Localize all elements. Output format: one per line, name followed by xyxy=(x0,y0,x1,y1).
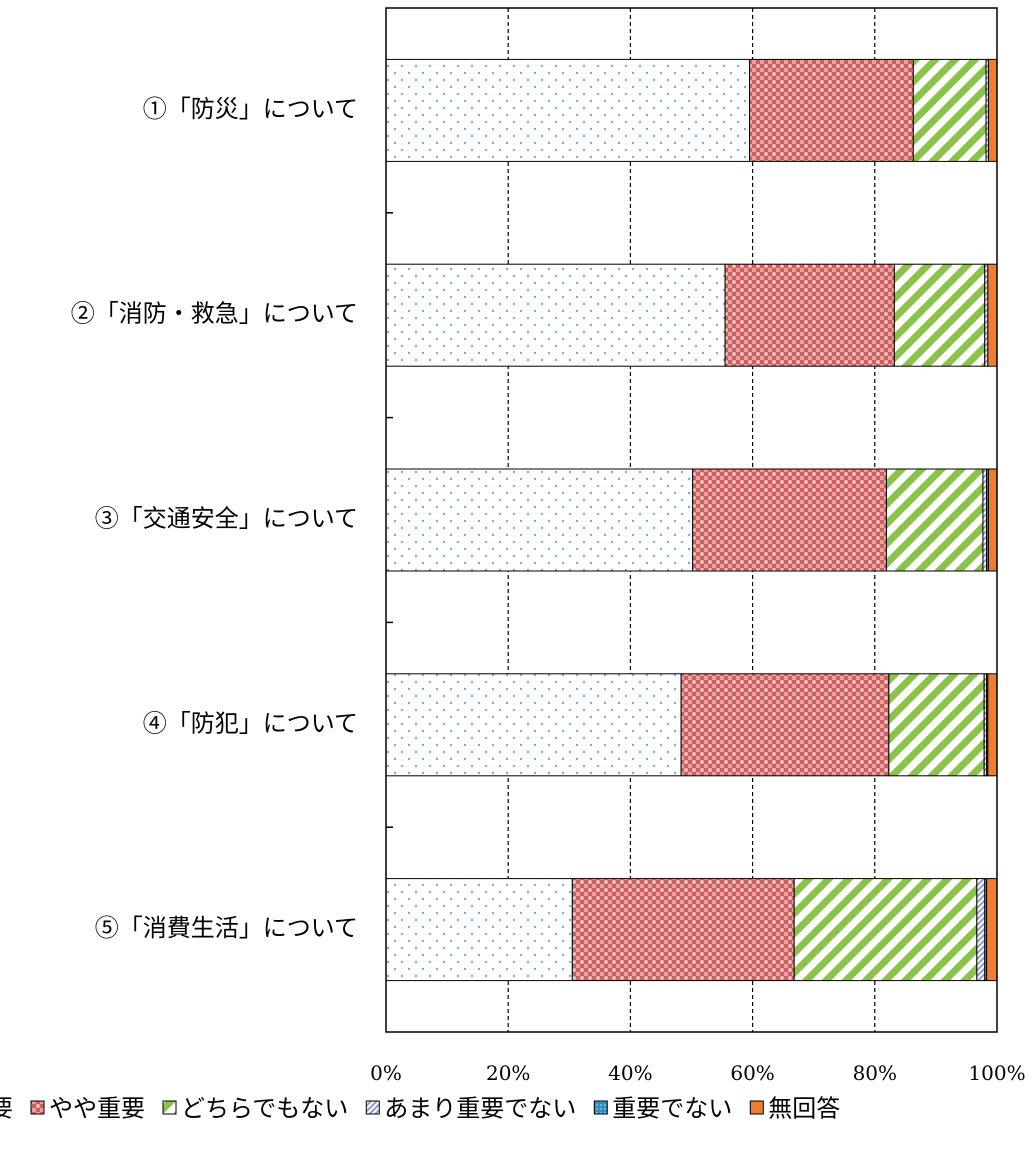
bar-segment xyxy=(987,673,998,777)
category-label: ②「消防・救急」について xyxy=(71,300,358,328)
legend-label: 重要 xyxy=(0,1095,13,1123)
legend-swatch xyxy=(749,1100,764,1115)
bar-segment xyxy=(986,878,998,982)
bar-segment xyxy=(885,468,984,572)
category-label: ①「防災」について xyxy=(143,95,358,123)
bar-segment xyxy=(385,673,682,777)
bar-segment xyxy=(571,878,795,982)
category-label: ⑤「消費生活」について xyxy=(95,914,358,942)
bar-segment xyxy=(987,263,998,367)
legend-label: あまり重要でない xyxy=(384,1095,576,1123)
legend-label: どちらでもない xyxy=(181,1095,348,1123)
x-tick-label: 100% xyxy=(968,1061,1025,1085)
bar-segment xyxy=(385,263,726,367)
category-label: ③「交通安全」について xyxy=(95,505,358,533)
category-label: ④「防犯」について xyxy=(143,709,358,737)
bar-segment xyxy=(724,263,895,367)
category-labels: ①「防災」について ②「消防・救急」について ③「交通安全」について ④「防犯」につい… xyxy=(71,95,358,942)
x-tick-label: 60% xyxy=(730,1061,774,1085)
legend-label: 無回答 xyxy=(768,1095,840,1123)
legend-label: 重要でない xyxy=(612,1095,732,1123)
legend-label: やや重要 xyxy=(49,1095,145,1123)
legend-swatch xyxy=(162,1100,177,1115)
bar-segment xyxy=(793,878,978,982)
bar-segment xyxy=(692,468,887,572)
x-tick-label: 80% xyxy=(853,1061,897,1085)
bar-segment xyxy=(749,58,914,162)
bar-segment xyxy=(385,468,694,572)
bar-segment xyxy=(982,468,988,572)
bar-segment xyxy=(385,58,751,162)
bars-layer xyxy=(385,58,998,982)
x-tick-label: 20% xyxy=(486,1061,530,1085)
axes-layer xyxy=(385,7,998,1033)
x-tick-labels: 0% 20% 40% 60% 80% 100% xyxy=(370,1061,1025,1085)
x-tick-label: 0% xyxy=(370,1061,402,1085)
legend-swatch xyxy=(30,1100,45,1115)
bar-segment xyxy=(888,673,985,777)
bar-segment xyxy=(680,673,890,777)
bar-segment xyxy=(987,468,998,572)
bar-segment xyxy=(976,878,986,982)
bar-segment xyxy=(987,58,998,162)
plot-frame xyxy=(385,7,998,1033)
x-tick-label: 40% xyxy=(608,1061,652,1085)
bar-segment xyxy=(385,878,573,982)
bar-segment xyxy=(912,58,987,162)
legend-swatch xyxy=(365,1100,380,1115)
legend-swatch xyxy=(593,1100,608,1115)
legend: 重要 やや重要 どちらでもない あまり重要でない 重要でない 無回答 xyxy=(0,1095,840,1123)
bar-segment xyxy=(893,263,986,367)
